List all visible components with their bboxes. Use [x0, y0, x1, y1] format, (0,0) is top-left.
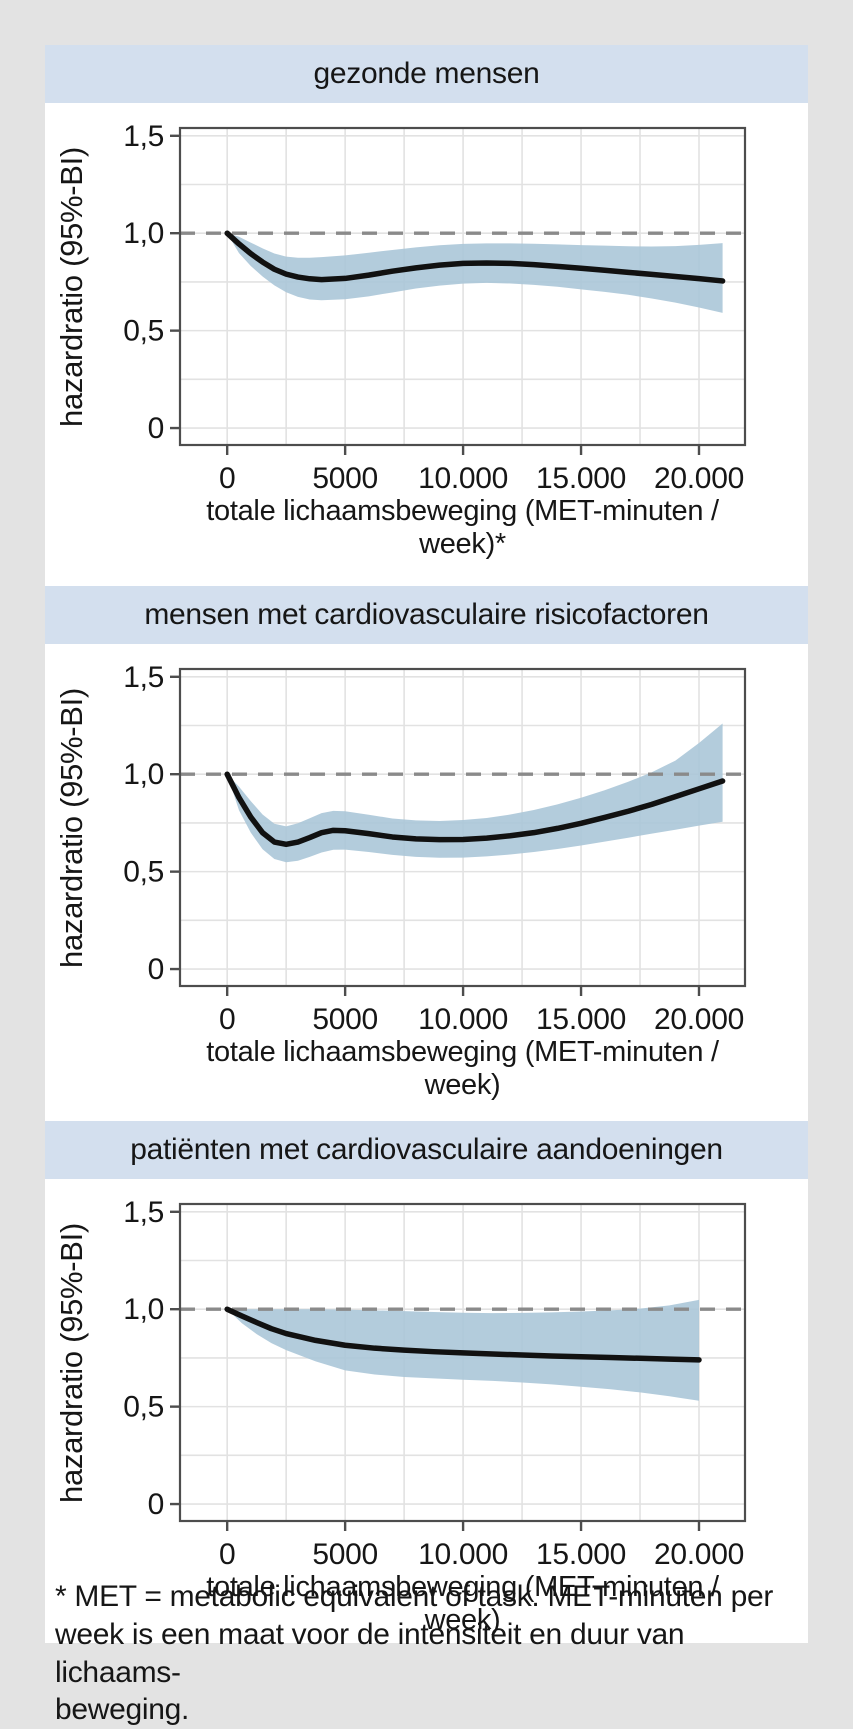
- x-tick-label: 20.000: [654, 1538, 744, 1571]
- section-healthy: gezonde mensen hazardratio (95%-BI) 0 500…: [45, 45, 808, 586]
- x-axis-label: totale lichaamsbeweging (MET-minuten / w…: [206, 495, 719, 560]
- hazard-ratio-curve: [224, 230, 726, 284]
- x-tick-label: 0: [219, 1538, 235, 1571]
- y-tick-label: 0: [148, 1488, 164, 1521]
- y-axis-label: hazardratio (95%-BI): [54, 1222, 89, 1503]
- confidence-band: [227, 723, 723, 863]
- x-tick-label: 10.000: [418, 462, 508, 495]
- y-tick-label: 1,0: [123, 217, 164, 250]
- x-axis-label: totale lichaamsbeweging (MET-minuten / w…: [206, 1571, 719, 1636]
- chart-block-healthy: hazardratio (95%-BI) 0 5000 10.000 15.000 20…: [45, 103, 808, 561]
- section-header-cvd-patients: patiënten met cardiovasculaire aandoenin…: [45, 1121, 808, 1179]
- figure-panel: gezonde mensen hazardratio (95%-BI) 0 500…: [45, 45, 808, 1643]
- footnote: * MET = metabolic equivalent of task. ME…: [55, 1580, 774, 1727]
- chart-block-risk-factors: hazardratio (95%-BI) 0 5000 10.000 15.000 20…: [45, 644, 808, 1102]
- y-tick-label: 0: [148, 953, 164, 986]
- section-risk-factors: mensen met cardiovasculaire risicofactor…: [45, 586, 808, 1121]
- x-tick-label: 5000: [312, 462, 378, 495]
- x-tick-label: 15.000: [536, 1003, 626, 1036]
- y-tick-label: 1,5: [123, 120, 164, 153]
- y-tick-label: 1,0: [123, 1293, 164, 1326]
- confidence-band: [227, 233, 723, 313]
- x-tick-label: 10.000: [418, 1538, 508, 1571]
- hazard-ratio-chart-risk-factors: 0 5000 10.000 15.000 20.000 0 0,5 1,0 1,5: [123, 661, 747, 1036]
- section-header-risk-factors: mensen met cardiovasculaire risicofactor…: [45, 586, 808, 644]
- x-tick-label: 5000: [312, 1003, 378, 1036]
- y-tick-label: 0: [148, 412, 164, 445]
- x-tick-label: 15.000: [536, 462, 626, 495]
- y-tick-label: 1,0: [123, 758, 164, 791]
- x-axis-label: totale lichaamsbeweging (MET-minuten / w…: [206, 1036, 719, 1101]
- y-tick-label: 1,5: [123, 661, 164, 694]
- y-tick-label: 0,5: [123, 1391, 164, 1424]
- section-cvd-patients: patiënten met cardiovasculaire aandoenin…: [45, 1121, 808, 1643]
- x-tick-label: 10.000: [418, 1003, 508, 1036]
- y-tick-label: 0,5: [123, 315, 164, 348]
- x-tick-label: 5000: [312, 1538, 378, 1571]
- hazard-ratio-chart-healthy: 0 5000 10.000 15.000 20.000 0 0,5 1,0 1,5: [123, 120, 747, 495]
- x-tick-label: 0: [219, 1003, 235, 1036]
- hazard-ratio-curve: [224, 1306, 702, 1363]
- y-tick-label: 1,5: [123, 1196, 164, 1229]
- section-header-healthy: gezonde mensen: [45, 45, 808, 103]
- y-axis-label: hazardratio (95%-BI): [54, 687, 89, 968]
- chart-block-cvd-patients: hazardratio (95%-BI) 0 5000 10.000 15.000 20…: [45, 1179, 808, 1637]
- x-tick-label: 20.000: [654, 462, 744, 495]
- x-tick-label: 15.000: [536, 1538, 626, 1571]
- x-tick-label: 0: [219, 462, 235, 495]
- y-axis-label: hazardratio (95%-BI): [54, 146, 89, 427]
- hazard-ratio-curve: [224, 771, 726, 848]
- x-tick-label: 20.000: [654, 1003, 744, 1036]
- hazard-ratio-chart-cvd-patients: 0 5000 10.000 15.000 20.000 0 0,5 1,0 1,5: [123, 1196, 747, 1571]
- y-tick-label: 0,5: [123, 856, 164, 889]
